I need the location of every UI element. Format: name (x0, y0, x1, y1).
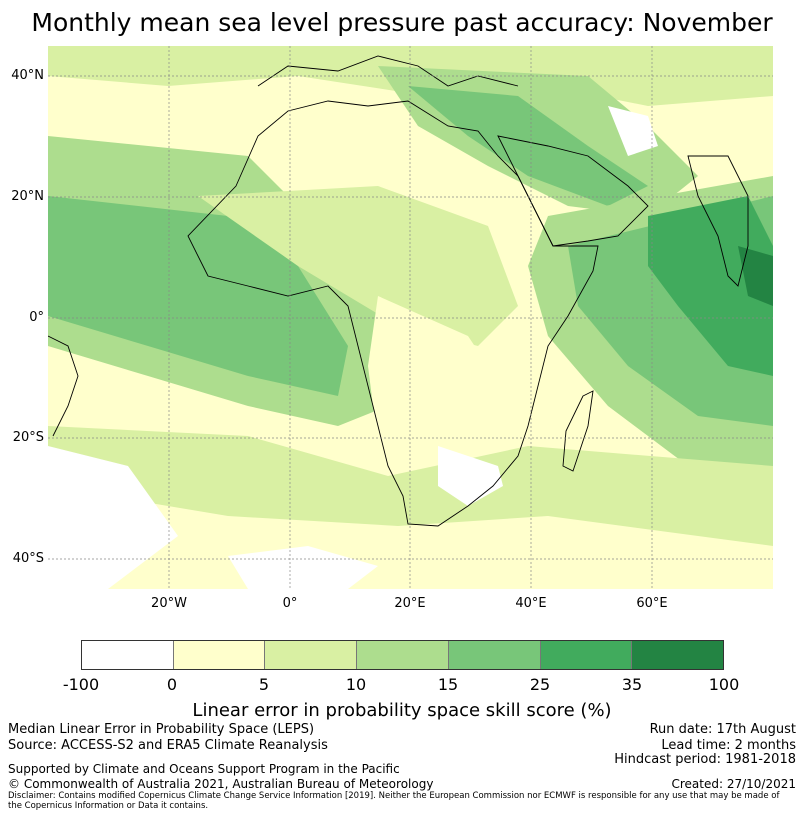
lon-label-20e: 20°E (394, 596, 426, 611)
info-support: Supported by Climate and Oceans Support … (8, 762, 400, 776)
lon-label-60e: 60°E (636, 596, 668, 611)
skill-score-map (48, 46, 773, 589)
info-lead-time: Lead time: 2 months (661, 738, 796, 753)
colorbar-tick: 0 (166, 675, 178, 694)
colorbar-segment (173, 641, 266, 669)
colorbar-segment (265, 641, 358, 669)
colorbar-tick: 10 (345, 675, 367, 694)
graticule (48, 46, 773, 589)
lon-label-40e: 40°E (515, 596, 547, 611)
colorbar-segment (448, 641, 541, 669)
lat-label-40s: 40°S (12, 551, 44, 566)
info-hindcast: Hindcast period: 1981-2018 (614, 752, 796, 767)
lat-label-20n: 20°N (11, 189, 44, 204)
colorbar-label: Linear error in probability space skill … (192, 700, 612, 721)
colorbar (81, 640, 724, 670)
lon-label-20w: 20°W (151, 596, 187, 611)
map-canvas (48, 46, 773, 589)
info-copyright: © Commonwealth of Australia 2021, Austra… (8, 777, 434, 791)
info-run-date: Run date: 17th August (649, 722, 796, 737)
coastlines (48, 55, 749, 527)
colorbar-segment (82, 641, 174, 669)
colorbar-segment (540, 641, 633, 669)
colorbar-tick: 5 (258, 675, 270, 694)
colorbar-tick: 25 (529, 675, 551, 694)
colorbar-tick: 35 (621, 675, 643, 694)
lat-label-20s: 20°S (12, 430, 44, 445)
lat-label-0: 0° (29, 310, 44, 325)
info-method: Median Linear Error in Probability Space… (8, 722, 315, 737)
info-created: Created: 27/10/2021 (671, 777, 796, 791)
colorbar-segment (632, 641, 724, 669)
lat-label-40n: 40°N (11, 68, 44, 83)
info-source: Source: ACCESS-S2 and ERA5 Climate Reana… (8, 738, 328, 753)
disclaimer: Disclaimer: Contains modified Copernicus… (8, 791, 780, 811)
colorbar-segment (357, 641, 449, 669)
colorbar-tick: -100 (62, 675, 100, 694)
lon-label-0: 0° (282, 596, 298, 611)
colorbar-tick: 15 (437, 675, 459, 694)
map-title: Monthly mean sea level pressure past acc… (31, 8, 773, 37)
colorbar-tick: 100 (708, 675, 740, 694)
